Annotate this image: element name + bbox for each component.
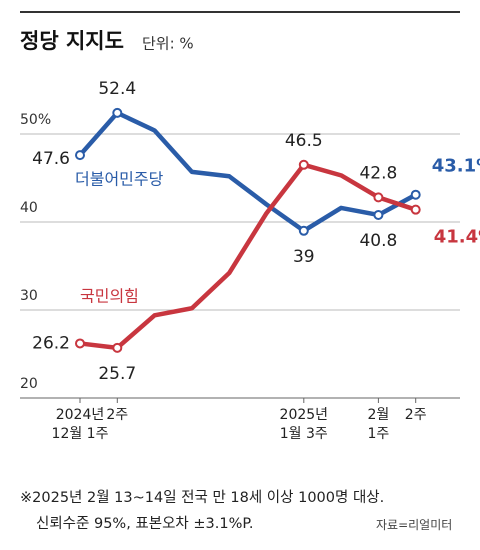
point-marker: [373, 209, 384, 220]
value-label: 42.8: [359, 163, 397, 183]
y-tick-label: 40: [20, 200, 38, 216]
note: ※2025년 2월 13~14일 전국 만 18세 이상 1000명 대상.: [20, 490, 385, 506]
x-tick-label: 2024년 12월 1주: [51, 407, 109, 442]
value-label: 26.2: [32, 333, 70, 353]
note: 신뢰수준 95%, 표본오차 ±3.1%P.: [36, 516, 254, 532]
x-tick-label: 2주: [106, 407, 129, 423]
chart-subtitle: 단위: %: [142, 35, 194, 53]
point-marker: [298, 159, 309, 170]
point-marker: [373, 192, 384, 203]
series-label: 국민의힘: [80, 287, 139, 306]
source: 자료=리얼미터: [376, 518, 453, 532]
value-label: 40.8: [359, 231, 397, 251]
point-marker: [410, 204, 421, 215]
x-tick-label: 2025년 1월 3주: [279, 407, 329, 442]
y-tick-label: 30: [20, 288, 38, 304]
series-label: 더불어민주당: [75, 170, 164, 189]
y-tick-label: 20: [20, 376, 38, 392]
point-marker: [75, 338, 85, 349]
point-marker: [75, 150, 85, 161]
value-label: 39: [293, 247, 315, 267]
value-label: 52.4: [98, 79, 136, 99]
chart-title: 정당 지지도: [20, 29, 124, 53]
value-label: 43.1%: [432, 156, 480, 177]
point-marker: [298, 225, 309, 236]
point-marker: [112, 107, 123, 118]
value-label: 46.5: [285, 131, 323, 151]
x-tick-label: 2주: [404, 407, 427, 423]
series-line: [79, 162, 417, 351]
value-label: 47.6: [32, 149, 70, 169]
series-line: [78, 110, 417, 234]
x-tick-label: 2월 1주: [367, 407, 390, 442]
value-label: 41.4%: [434, 227, 480, 248]
y-tick-label: 50%: [20, 112, 51, 128]
point-marker: [410, 189, 421, 200]
value-label: 25.7: [98, 364, 136, 384]
point-marker: [112, 342, 123, 353]
